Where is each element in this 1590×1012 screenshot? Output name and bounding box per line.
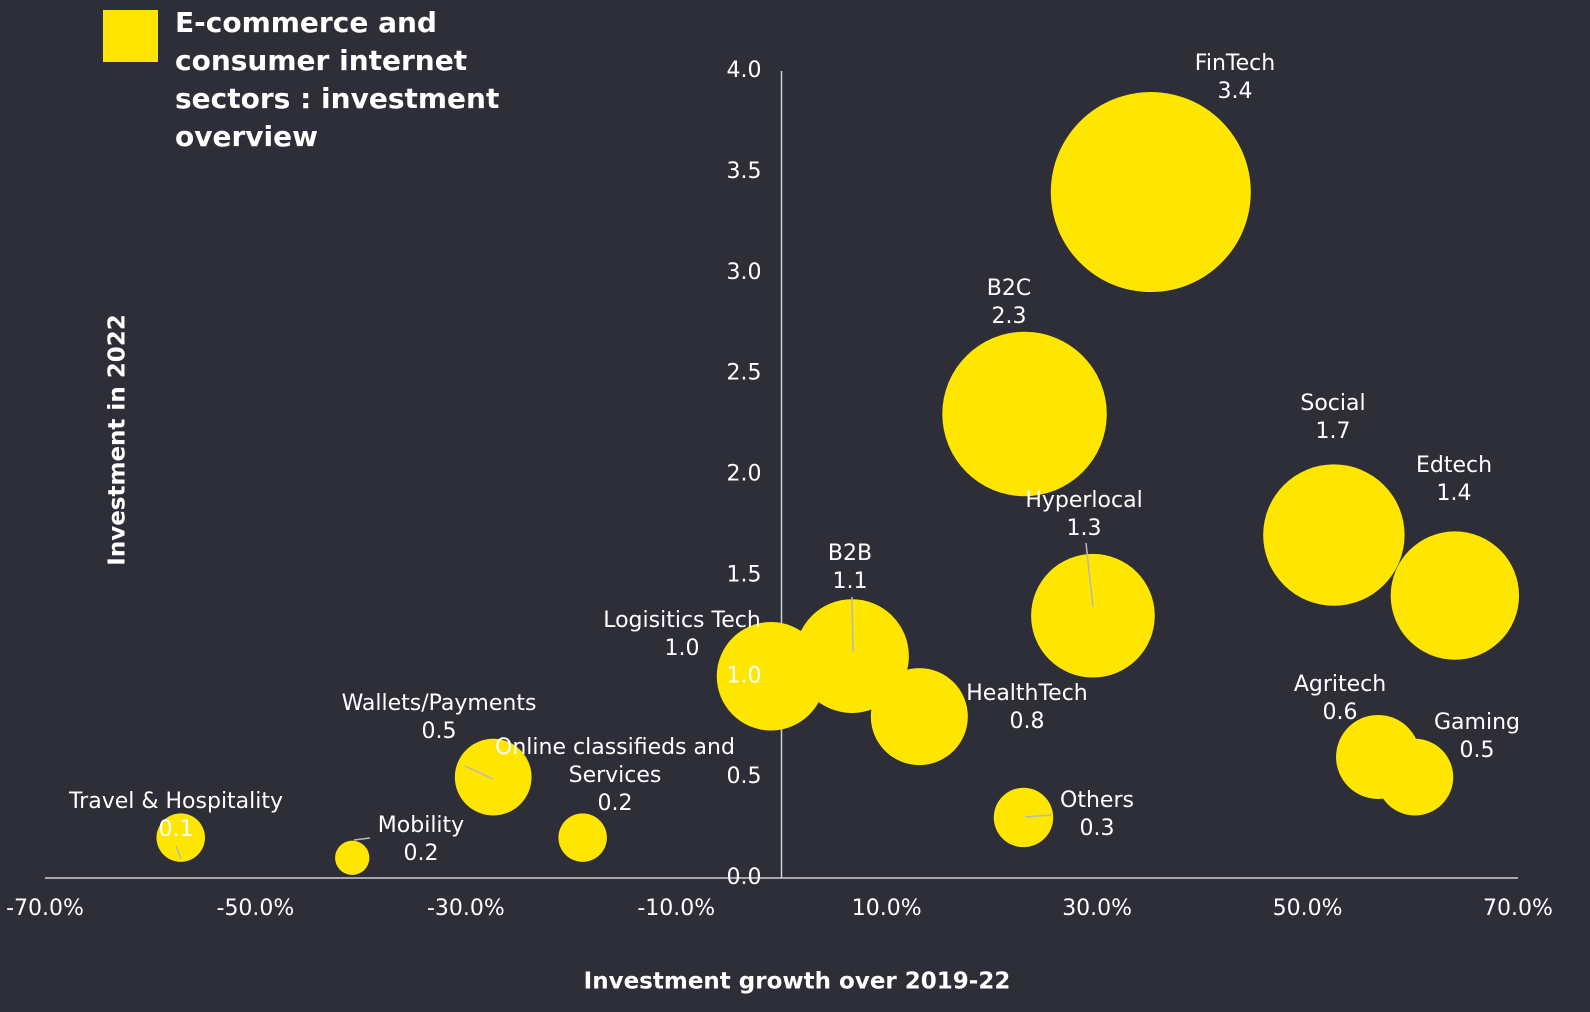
bubble — [993, 787, 1054, 848]
bubble-label: Hyperlocal — [1025, 488, 1142, 513]
bubble — [1050, 92, 1251, 293]
y-tick-label: 3.5 — [727, 159, 762, 184]
value-label: 1.1 — [833, 569, 868, 594]
value-label: 1.4 — [1437, 481, 1472, 506]
bubble-label: Others — [1060, 788, 1134, 813]
bubble-label: B2C — [987, 276, 1031, 301]
value-label: 1.7 — [1316, 419, 1351, 444]
bubble — [716, 622, 826, 731]
x-tick-label: 10.0% — [852, 896, 922, 921]
value-label: 0.5 — [422, 719, 457, 744]
bubble — [558, 813, 607, 862]
bubble — [1376, 738, 1454, 816]
x-tick-label: -50.0% — [217, 896, 295, 921]
bubble-label: FinTech — [1195, 51, 1275, 76]
value-label: 0.5 — [1460, 738, 1495, 763]
x-tick-label: -30.0% — [427, 896, 505, 921]
x-tick-label: 70.0% — [1483, 896, 1553, 921]
value-label: 0.8 — [1010, 709, 1045, 734]
bubble — [1263, 464, 1405, 606]
bubble — [1031, 553, 1155, 678]
bubble-label: HealthTech — [966, 681, 1088, 706]
leader-line — [1085, 542, 1094, 608]
y-tick-label: 2.0 — [727, 462, 762, 487]
x-tick-label: 30.0% — [1062, 896, 1132, 921]
value-label: 0.2 — [404, 841, 439, 866]
value-label: 2.3 — [992, 304, 1027, 329]
bubble — [870, 668, 968, 766]
bubble-label: Online classifieds and Services — [495, 735, 735, 788]
bubble — [156, 813, 205, 862]
bubble-label: Logisitics Tech — [603, 608, 761, 633]
value-label: 0.1 — [159, 817, 194, 842]
legend-swatch — [103, 10, 158, 62]
y-axis-title: Investment in 2022 — [105, 314, 131, 565]
bubble-label: Agritech — [1294, 672, 1386, 697]
leader-line — [1024, 814, 1053, 818]
bubble-label: Edtech — [1416, 453, 1492, 478]
value-label: 1.3 — [1067, 516, 1102, 541]
bubble — [335, 840, 370, 875]
y-tick-label: 2.5 — [727, 361, 762, 386]
bubble-label: Gaming — [1434, 710, 1520, 735]
value-label: 0.3 — [1080, 816, 1115, 841]
x-tick-label: -10.0% — [637, 896, 715, 921]
x-tick-label: -70.0% — [6, 896, 84, 921]
legend-label: E-commerce and consumer internet sectors… — [175, 6, 500, 153]
leader-line — [464, 765, 494, 780]
y-tick-label: 3.0 — [727, 260, 762, 285]
bubble-label: Social — [1300, 391, 1365, 416]
value-label: 3.4 — [1218, 79, 1253, 104]
bubble-label-line: Services — [569, 763, 662, 788]
bubble-label: Travel & Hospitality — [68, 789, 283, 814]
value-label: 0.6 — [1323, 700, 1358, 725]
y-tick-label: 1.5 — [727, 562, 762, 587]
y-tick-label: 1.0 — [727, 663, 762, 688]
bubble — [942, 331, 1107, 497]
bubble-label: Mobility — [378, 813, 464, 838]
leader-line — [175, 845, 182, 860]
x-axis-title: Investment growth over 2019-22 — [584, 969, 1011, 995]
x-tick-label: 50.0% — [1273, 896, 1343, 921]
y-tick-label: 0.5 — [727, 764, 762, 789]
bubble — [1390, 531, 1520, 660]
leader-line — [851, 596, 854, 653]
leader-line — [353, 837, 371, 841]
y-tick-label: 0.0 — [727, 865, 762, 890]
value-label: 1.0 — [665, 636, 700, 661]
bubble — [454, 738, 532, 816]
value-label: 0.2 — [598, 791, 633, 816]
bubble-label: Wallets/Payments — [342, 691, 537, 716]
bubble-label: B2B — [828, 541, 872, 566]
bubble-label-line: Online classifieds and — [495, 735, 735, 760]
y-tick-label: 4.0 — [727, 58, 762, 83]
